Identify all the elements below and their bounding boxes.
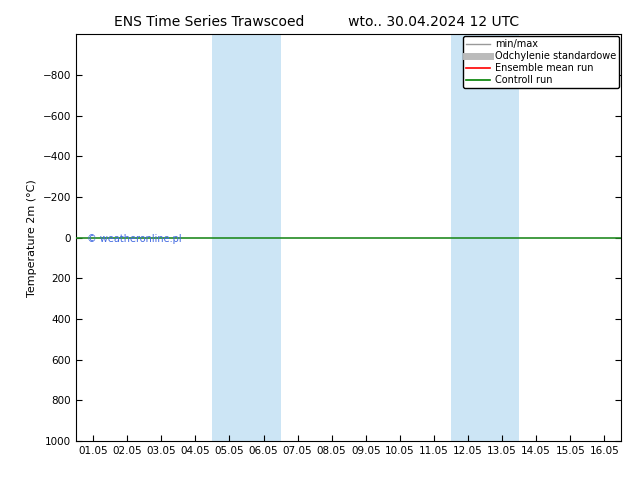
Text: ENS Time Series Trawscoed          wto.. 30.04.2024 12 UTC: ENS Time Series Trawscoed wto.. 30.04.20… bbox=[115, 15, 519, 29]
Bar bbox=[451, 34, 519, 441]
Bar bbox=[212, 34, 280, 441]
Y-axis label: Temperature 2m (°C): Temperature 2m (°C) bbox=[27, 179, 37, 296]
Text: © weatheronline.pl: © weatheronline.pl bbox=[87, 234, 181, 244]
Legend: min/max, Odchylenie standardowe, Ensemble mean run, Controll run: min/max, Odchylenie standardowe, Ensembl… bbox=[463, 36, 619, 88]
